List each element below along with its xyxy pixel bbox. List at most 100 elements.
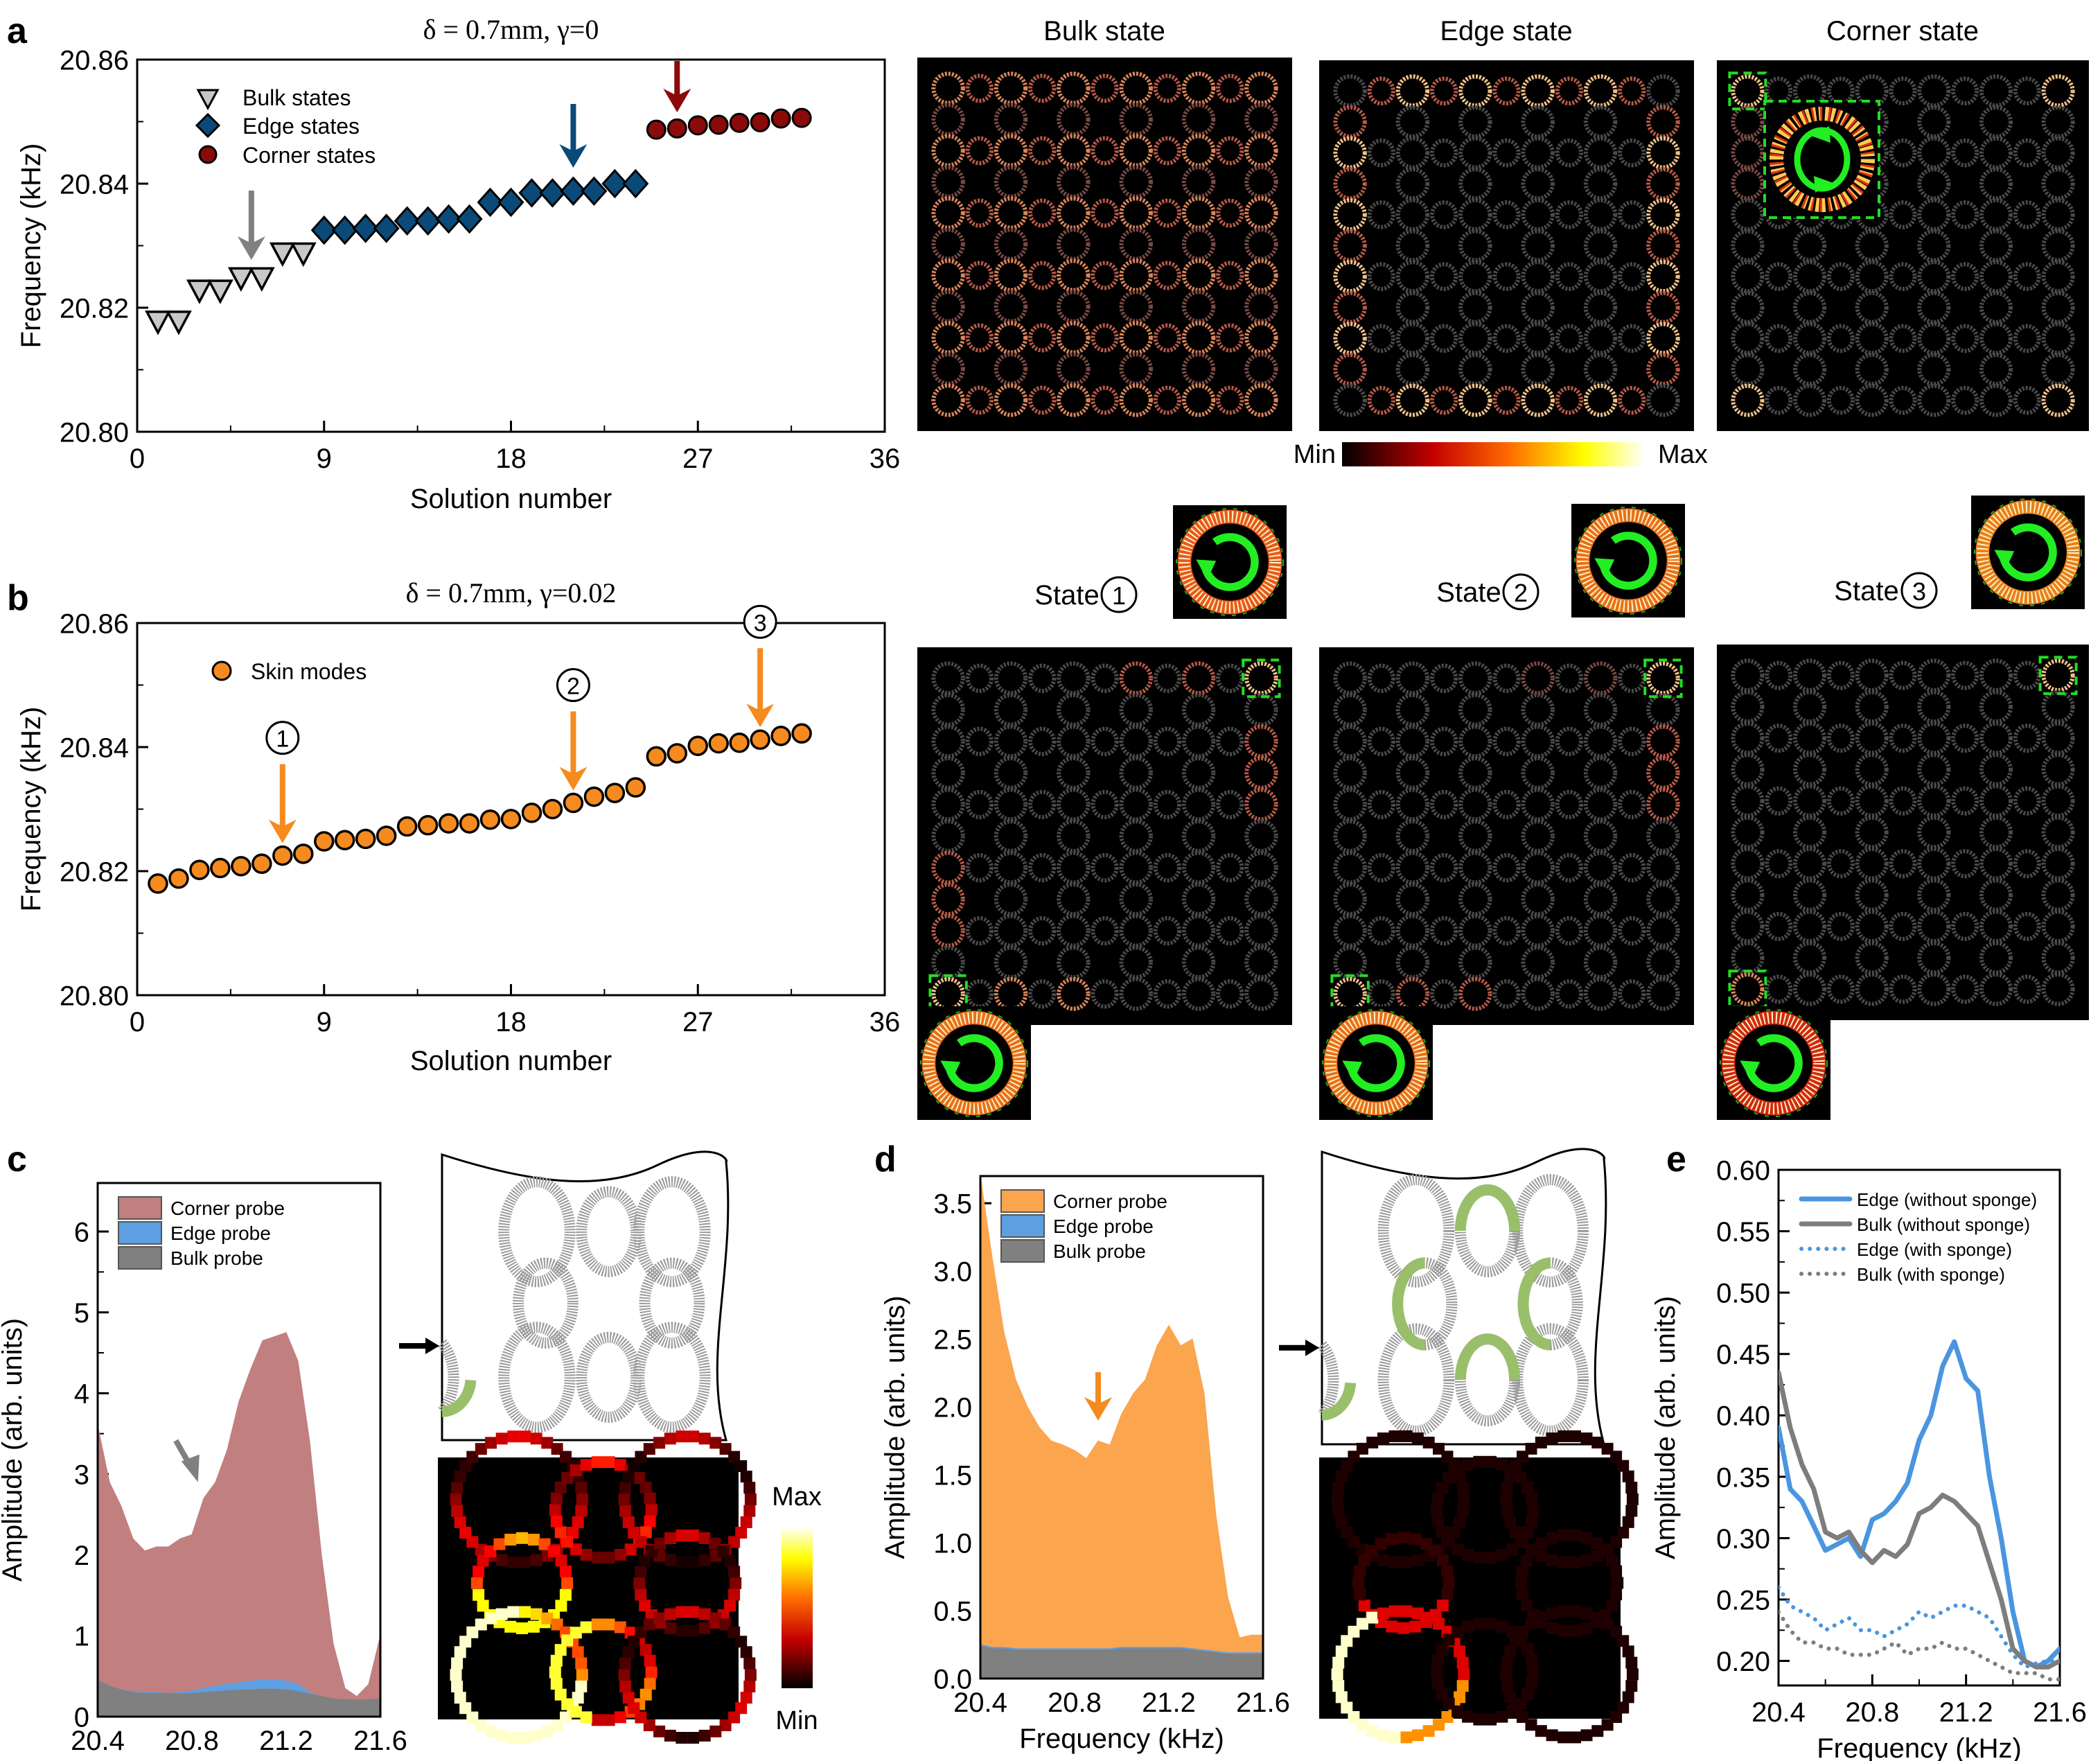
measured-pixel <box>1535 1725 1547 1737</box>
resonator-ring <box>1458 787 1492 822</box>
measured-map-c <box>438 1430 757 1744</box>
resonator-ring <box>1855 878 1889 912</box>
series-edge-without-sponge- <box>1779 1339 2060 1670</box>
resonator-ring <box>1521 661 1555 696</box>
resonator-ring <box>1027 726 1057 757</box>
x-tick-label: 20.8 <box>1048 1688 1102 1718</box>
vortex-inset-state-2-top <box>1571 504 1685 617</box>
measured-pixel <box>470 1577 483 1589</box>
measured-pixel <box>591 1714 603 1726</box>
measured-pixel <box>698 1532 711 1544</box>
measured-pixel <box>1580 1554 1593 1566</box>
field-map-background <box>1319 647 1694 1025</box>
resonator-ring <box>1216 198 1244 228</box>
measured-pixel <box>1558 1605 1570 1618</box>
measured-pixel <box>1377 1729 1389 1742</box>
y-tick-label: 0.45 <box>1716 1340 1770 1370</box>
resonator-ring <box>1458 260 1492 294</box>
measured-map-d <box>1319 1430 1639 1744</box>
measured-pixel <box>1411 1554 1424 1566</box>
measured-pixel <box>1473 1552 1485 1563</box>
circulation-arrow-icon <box>1999 523 2057 581</box>
resonator-ring <box>1583 198 1618 231</box>
measured-pixel <box>1366 1437 1379 1448</box>
resonator-ring <box>1855 940 1889 975</box>
colorbar-min-label: Min <box>1294 440 1336 469</box>
resonator-ring <box>1057 661 1091 696</box>
measured-pixel <box>1606 1554 1618 1567</box>
measured-pixel <box>1388 1731 1401 1744</box>
measured-pixel <box>1526 1492 1538 1505</box>
resonator-ring <box>1765 660 1793 690</box>
legend-label: Corner probe <box>170 1198 285 1219</box>
resonator-ring <box>1333 850 1367 885</box>
field-maps <box>917 58 2089 1025</box>
measured-pixel <box>603 1552 615 1563</box>
measured-pixel <box>1496 1710 1508 1723</box>
measured-pixel <box>1569 1556 1581 1568</box>
measured-pixel <box>735 1527 748 1539</box>
measured-pixel <box>1580 1607 1593 1620</box>
resonator-ring <box>1119 103 1153 137</box>
edge-state-point <box>622 168 649 199</box>
resonator-ring <box>1091 198 1119 228</box>
panel-label-e: e <box>1666 1139 1686 1180</box>
measured-pixel <box>1580 1729 1593 1742</box>
resonator-ring <box>1367 262 1395 291</box>
resonator-ring <box>1057 71 1091 105</box>
y-tick-label: 1.0 <box>933 1528 972 1559</box>
resonator-ring <box>1731 940 1765 975</box>
resonator-ring <box>1333 945 1367 980</box>
measured-pixel <box>1496 1620 1508 1633</box>
resonator-ring <box>1917 753 1951 787</box>
measured-pixel <box>459 1460 472 1472</box>
x-tick-label: 21.2 <box>1142 1688 1196 1718</box>
resonator-ring <box>1583 850 1618 885</box>
circulation-arrow-icon <box>1347 1034 1405 1092</box>
resonator-ring <box>1153 979 1182 1009</box>
arrow-head <box>268 819 297 843</box>
resonator-ring <box>1521 290 1555 324</box>
measured-pixel <box>1411 1729 1424 1742</box>
resonator-ring <box>1951 786 1979 816</box>
resonator-ring <box>994 787 1028 822</box>
resonator-ring <box>1521 198 1555 231</box>
resonator-ring <box>1119 819 1153 853</box>
measured-pixel <box>1610 1588 1623 1601</box>
y-tick-label: 20.84 <box>60 733 129 763</box>
measured-pixel <box>622 1471 635 1483</box>
measured-pixel <box>744 1669 757 1681</box>
resonator-ring <box>1244 724 1278 759</box>
resonator-ring <box>1458 692 1492 727</box>
resonator-ring <box>1646 167 1680 201</box>
resonator-ring <box>1057 882 1091 916</box>
resonator-ring <box>1119 913 1153 948</box>
resonator-ring <box>1646 353 1680 387</box>
resonator-ring <box>1057 850 1091 885</box>
resonator-ring <box>1119 661 1153 696</box>
measured-pixel <box>580 1621 592 1633</box>
measured-pixel <box>1521 1688 1534 1700</box>
resonator-ring <box>1027 198 1057 228</box>
measured-pixel <box>1500 1493 1512 1505</box>
measured-pixel <box>454 1471 466 1483</box>
measured-pixel <box>664 1433 676 1445</box>
circulation-arrowhead-icon <box>1196 559 1217 580</box>
measured-pixel <box>516 1532 528 1544</box>
highlight-box <box>1242 658 1281 699</box>
resonator-ring <box>1458 913 1492 948</box>
resonator-ring <box>1181 787 1216 822</box>
measured-pixel <box>709 1437 722 1449</box>
vortex-arrow-head <box>1814 176 1833 193</box>
resonator-ring <box>2013 385 2041 415</box>
legend-label: Corner probe <box>1053 1191 1167 1212</box>
state-label-3: State 3 <box>1834 572 1938 609</box>
resonator-ring <box>1458 383 1492 417</box>
resonator-ring <box>994 850 1028 885</box>
measured-pixel <box>1441 1565 1454 1577</box>
resonator-ring <box>1091 789 1119 820</box>
legend-label: Bulk (with sponge) <box>1857 1264 2005 1285</box>
resonator-ring <box>1646 692 1680 727</box>
resonator-ring <box>1618 262 1646 291</box>
resonator-ring <box>1181 259 1216 292</box>
